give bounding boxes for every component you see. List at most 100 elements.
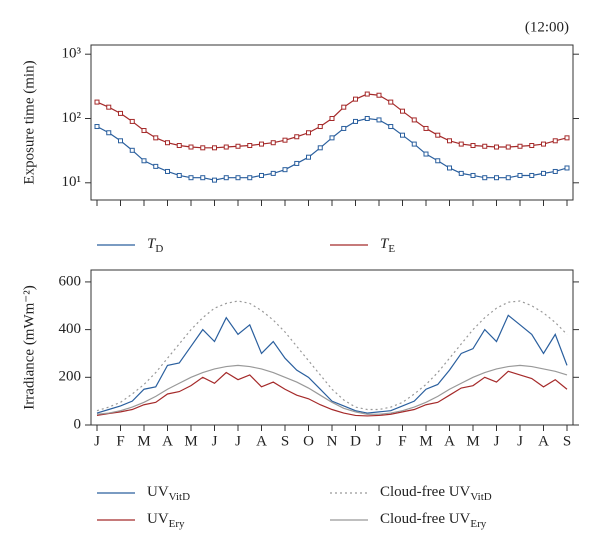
marker	[247, 175, 253, 181]
marker	[353, 118, 358, 124]
marker	[176, 172, 182, 178]
marker	[529, 172, 535, 178]
y-tick-label: 10³	[62, 46, 82, 62]
series-line	[96, 314, 568, 414]
marker	[517, 172, 523, 178]
x-tick-label: M	[137, 433, 150, 449]
x-tick-label: J	[212, 433, 218, 449]
marker	[270, 140, 276, 146]
marker	[564, 135, 570, 141]
marker	[94, 99, 100, 105]
marker	[235, 143, 241, 149]
marker	[129, 147, 135, 153]
legend-sub: E	[388, 243, 395, 255]
y-axis-label: Irradiance (mWm⁻²)	[21, 285, 37, 409]
marker	[423, 151, 429, 157]
marker	[153, 135, 159, 141]
x-tick-label: M	[419, 433, 432, 449]
marker	[470, 172, 476, 178]
marker	[282, 137, 288, 143]
marker	[341, 104, 347, 110]
marker	[118, 138, 123, 144]
marker	[541, 141, 546, 147]
marker	[364, 115, 370, 121]
marker	[552, 168, 558, 174]
y-tick-label: 600	[59, 273, 82, 289]
marker	[212, 177, 217, 183]
legend-sub: D	[155, 243, 163, 255]
x-tick-label: S	[563, 433, 571, 449]
marker	[270, 170, 276, 176]
x-tick-label: J	[494, 433, 500, 449]
marker	[212, 145, 217, 151]
marker	[259, 141, 264, 147]
legend-sub: Ery	[169, 518, 185, 530]
marker	[470, 143, 476, 149]
marker	[294, 160, 300, 166]
marker	[165, 140, 170, 146]
legend-name: UV	[147, 511, 169, 527]
legend-label: TE	[380, 236, 395, 254]
marker	[541, 170, 546, 176]
marker	[364, 91, 370, 97]
y-tick-label: 10²	[62, 110, 82, 126]
marker	[388, 99, 394, 105]
x-tick-label: A	[538, 433, 549, 449]
marker	[165, 168, 170, 174]
marker	[435, 132, 441, 138]
marker	[447, 165, 452, 171]
marker	[494, 144, 499, 150]
x-tick-label: N	[327, 433, 338, 449]
marker	[118, 110, 123, 116]
marker	[564, 165, 570, 171]
marker	[259, 172, 264, 178]
marker	[388, 124, 394, 130]
marker	[400, 132, 405, 138]
legend-label: Cloud-free UVEry	[380, 511, 487, 529]
marker	[505, 144, 511, 150]
marker	[153, 163, 159, 169]
marker	[353, 96, 358, 102]
legend-name: UV	[147, 484, 169, 500]
marker	[200, 175, 206, 181]
marker	[282, 167, 288, 173]
marker	[223, 175, 229, 181]
x-tick-label: D	[350, 433, 361, 449]
annotation: (12:00)	[525, 19, 569, 35]
marker	[200, 145, 206, 151]
x-tick-label: F	[116, 433, 124, 449]
marker	[188, 144, 194, 150]
marker	[294, 134, 300, 140]
x-tick-label: A	[444, 433, 455, 449]
marker	[329, 135, 335, 141]
marker	[106, 130, 112, 136]
y-tick-label: 10¹	[62, 174, 82, 190]
marker	[188, 175, 194, 181]
marker	[494, 175, 499, 181]
series-line	[96, 300, 568, 412]
x-tick-label: J	[376, 433, 382, 449]
x-tick-label: O	[303, 433, 314, 449]
y-tick-label: 400	[59, 321, 82, 337]
legend-label: TD	[147, 236, 163, 254]
legend-label: UVEry	[147, 511, 185, 529]
x-tick-label: A	[162, 433, 173, 449]
legend-label: UVVitD	[147, 484, 190, 502]
legend-sub: VitD	[470, 491, 491, 503]
legend-sub: Ery	[470, 518, 486, 530]
marker	[423, 125, 429, 131]
marker	[329, 115, 335, 121]
marker	[376, 117, 382, 123]
marker	[141, 128, 147, 134]
marker	[176, 143, 182, 149]
marker	[376, 92, 382, 98]
x-tick-label: M	[466, 433, 479, 449]
legend-sub: VitD	[169, 491, 190, 503]
marker	[94, 124, 100, 130]
marker	[106, 104, 112, 110]
marker	[411, 117, 417, 123]
x-tick-label: J	[517, 433, 523, 449]
legend-name: Cloud-free UV	[380, 511, 471, 527]
marker	[517, 143, 523, 149]
legend-label: Cloud-free UVVitD	[380, 484, 492, 502]
